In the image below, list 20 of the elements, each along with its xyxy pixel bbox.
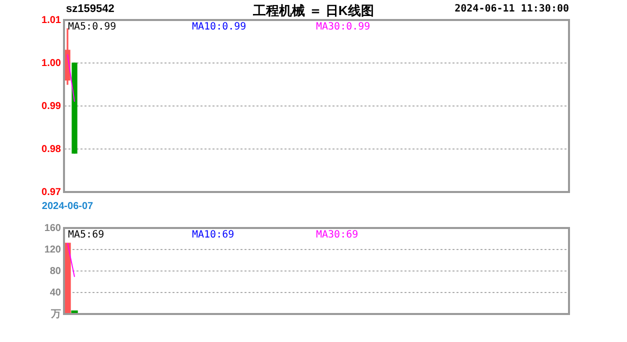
y-tick-label: 40 [50, 287, 62, 298]
y-tick-label: 0.99 [42, 100, 62, 112]
chart-title: 工程机械 ＝ 日K线图 [253, 3, 374, 18]
annotation: MA10:69 [192, 230, 234, 241]
annotation: MA30:69 [316, 230, 358, 241]
y-tick-label: 万 [50, 308, 61, 320]
y-tick-label: 160 [44, 222, 62, 234]
x-tick-label: 2024-06-07 [42, 200, 94, 212]
y-tick-label: 1.01 [42, 14, 62, 26]
annotation: MA30:0.99 [316, 22, 370, 33]
annotation: MA5:0.99 [68, 22, 116, 33]
chart-subtitle: sz159542 [66, 3, 114, 15]
text: 2024-06-11 11:30:00 [454, 4, 569, 15]
annotation: MA10:0.99 [192, 22, 246, 33]
y-tick-label: 0.97 [42, 186, 62, 198]
y-tick-label: 120 [44, 244, 62, 256]
y-tick-label: 80 [50, 266, 62, 277]
annotation: MA5:69 [68, 230, 104, 241]
y-tick-label: 1.00 [42, 58, 62, 69]
y-tick-label: 0.98 [42, 144, 62, 155]
